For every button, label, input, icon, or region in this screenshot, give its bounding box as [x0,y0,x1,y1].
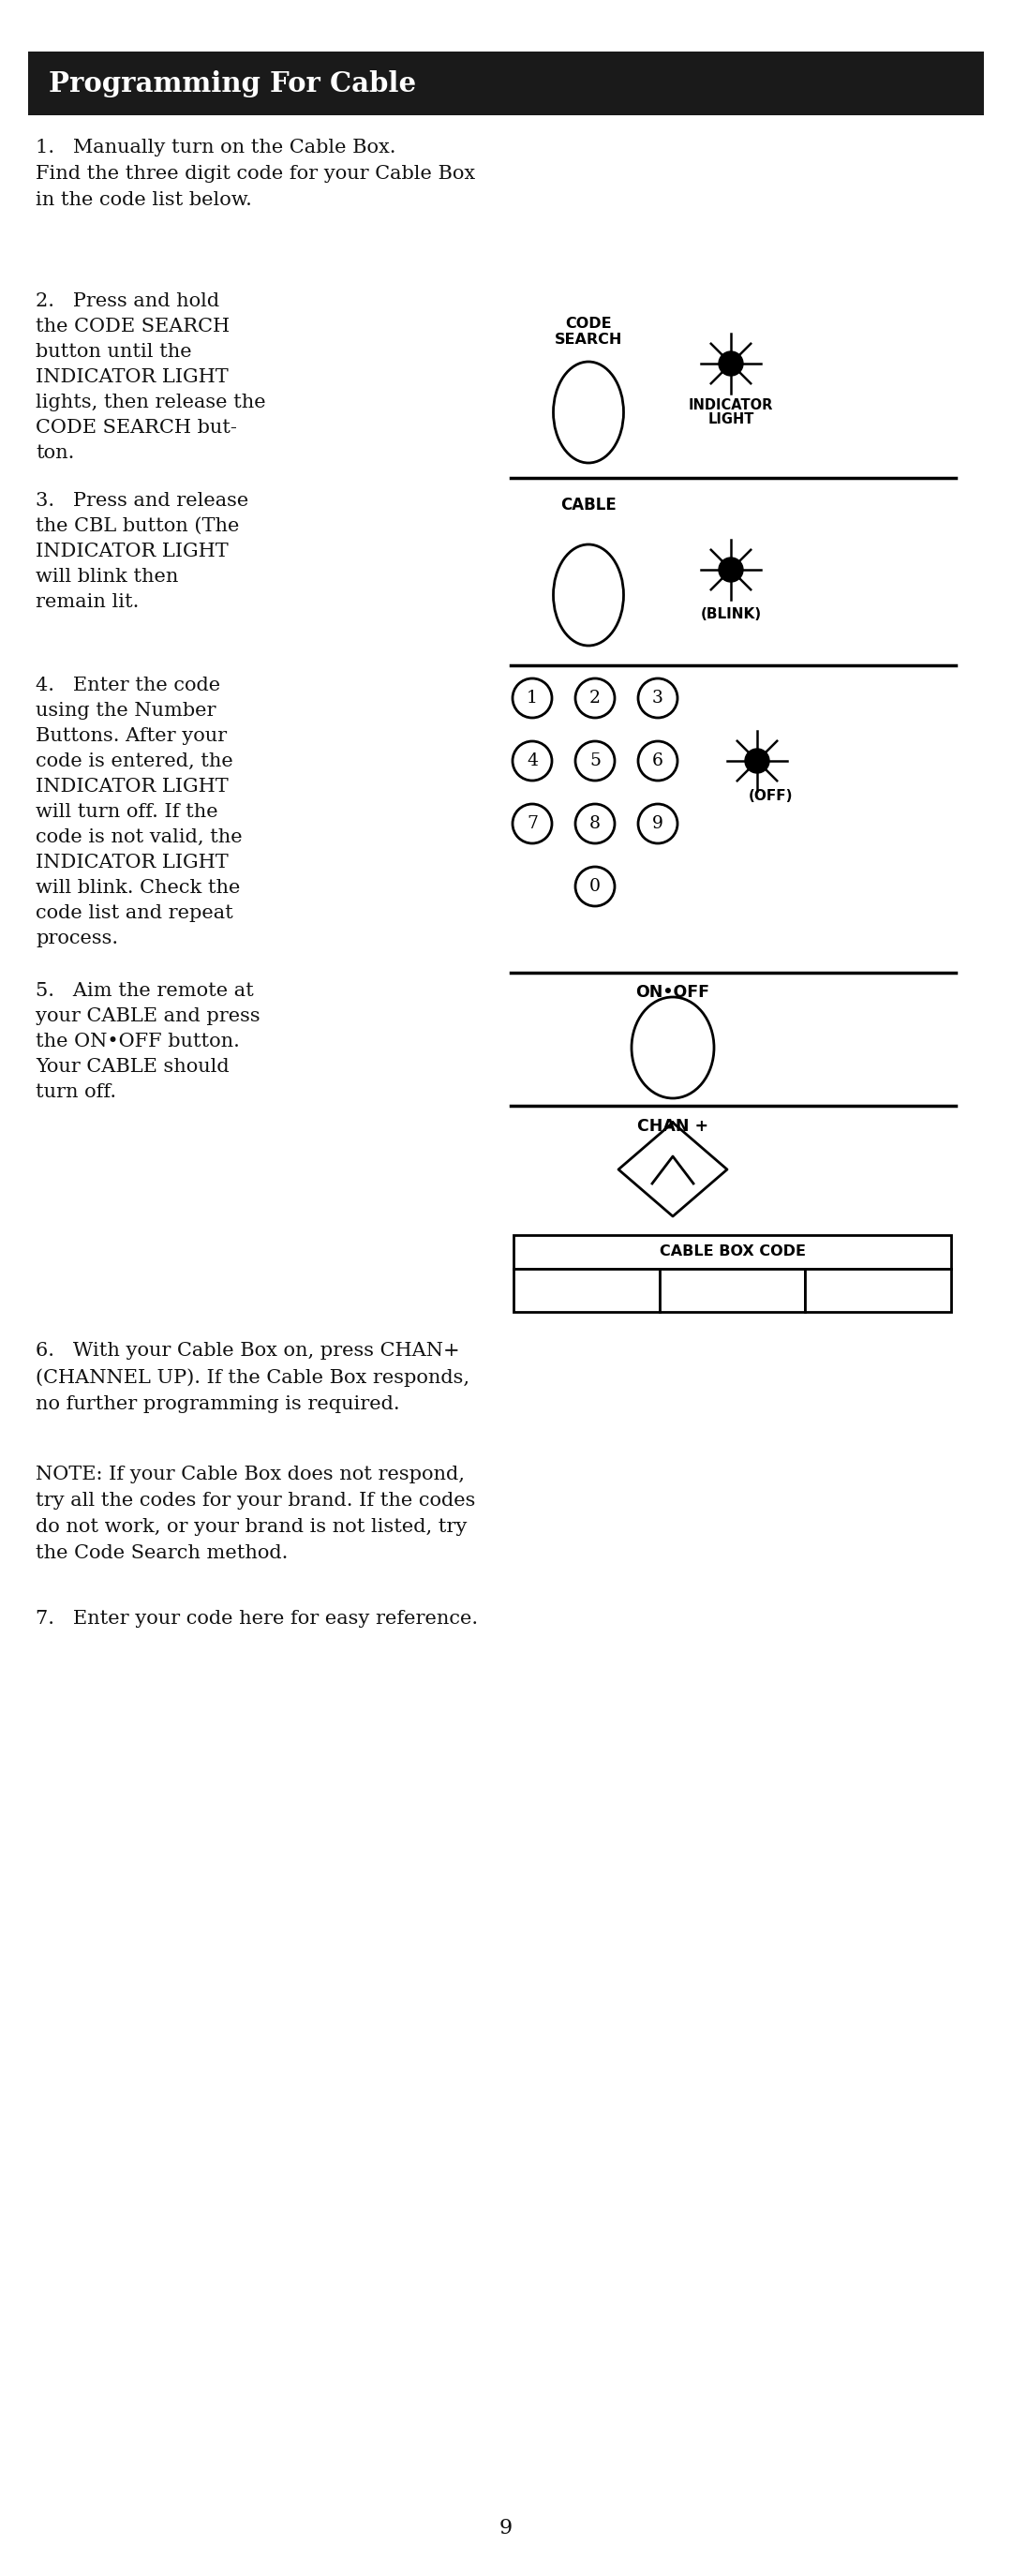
Text: INDICATOR LIGHT: INDICATOR LIGHT [35,853,229,871]
Text: 5: 5 [589,752,601,770]
Text: NOTE: If your Cable Box does not respond,
try all the codes for your brand. If t: NOTE: If your Cable Box does not respond… [35,1466,476,1561]
Text: process.: process. [35,930,118,948]
Text: code list and repeat: code list and repeat [35,904,233,922]
Text: your CABLE and press: your CABLE and press [35,1007,260,1025]
Text: Buttons. After your: Buttons. After your [35,726,227,744]
Text: the CBL button (The: the CBL button (The [35,518,239,536]
Text: CHAN +: CHAN + [638,1118,708,1136]
Text: INDICATOR LIGHT: INDICATOR LIGHT [35,368,229,386]
Text: 2: 2 [589,690,601,706]
Text: 0: 0 [589,878,601,894]
Text: 7: 7 [526,814,537,832]
Text: CABLE: CABLE [561,497,616,513]
Text: 5.   Aim the remote at: 5. Aim the remote at [35,981,254,999]
Text: turn off.: turn off. [35,1084,116,1100]
Circle shape [745,750,769,773]
Text: 1: 1 [526,690,537,706]
Text: the ON•OFF button.: the ON•OFF button. [35,1033,240,1051]
Text: 9: 9 [499,2517,513,2537]
Text: LIGHT: LIGHT [707,412,754,428]
Text: SEARCH: SEARCH [555,332,622,348]
Text: ON•OFF: ON•OFF [636,984,709,1002]
Text: INDICATOR: INDICATOR [688,399,773,412]
Text: code is not valid, the: code is not valid, the [35,829,242,845]
Text: 7.   Enter your code here for easy reference.: 7. Enter your code here for easy referen… [35,1610,478,1628]
Text: button until the: button until the [35,343,191,361]
Text: Programming For Cable: Programming For Cable [49,70,416,98]
Text: 3.   Press and release: 3. Press and release [35,492,249,510]
Text: CODE: CODE [566,317,611,330]
Text: 4.   Enter the code: 4. Enter the code [35,677,221,696]
Text: 8: 8 [589,814,601,832]
FancyBboxPatch shape [513,1234,951,1270]
FancyBboxPatch shape [660,1270,806,1311]
Circle shape [719,350,743,376]
Text: ton.: ton. [35,443,74,461]
Text: Your CABLE should: Your CABLE should [35,1059,230,1077]
Text: 9: 9 [653,814,663,832]
FancyBboxPatch shape [28,52,984,116]
Text: INDICATOR LIGHT: INDICATOR LIGHT [35,544,229,562]
Text: 1.   Manually turn on the Cable Box.
Find the three digit code for your Cable Bo: 1. Manually turn on the Cable Box. Find … [35,139,476,209]
Text: using the Number: using the Number [35,701,216,719]
Text: CABLE BOX CODE: CABLE BOX CODE [659,1244,806,1260]
Text: 4: 4 [526,752,537,770]
Circle shape [719,556,743,582]
Text: will blink then: will blink then [35,567,178,585]
Text: 6: 6 [653,752,663,770]
Text: remain lit.: remain lit. [35,592,139,611]
Text: (BLINK): (BLINK) [700,608,761,621]
Text: 3: 3 [653,690,663,706]
Text: CODE SEARCH but-: CODE SEARCH but- [35,420,237,438]
Text: will blink. Check the: will blink. Check the [35,878,240,896]
Text: the CODE SEARCH: the CODE SEARCH [35,317,230,335]
Text: (OFF): (OFF) [748,788,792,804]
Text: lights, then release the: lights, then release the [35,394,266,412]
Text: will turn off. If the: will turn off. If the [35,804,218,822]
Text: 2.   Press and hold: 2. Press and hold [35,291,220,309]
Text: INDICATOR LIGHT: INDICATOR LIGHT [35,778,229,796]
Text: code is entered, the: code is entered, the [35,752,233,770]
FancyBboxPatch shape [513,1270,660,1311]
FancyBboxPatch shape [806,1270,951,1311]
Text: 6.   With your Cable Box on, press CHAN+
(CHANNEL UP). If the Cable Box responds: 6. With your Cable Box on, press CHAN+ (… [35,1342,470,1414]
